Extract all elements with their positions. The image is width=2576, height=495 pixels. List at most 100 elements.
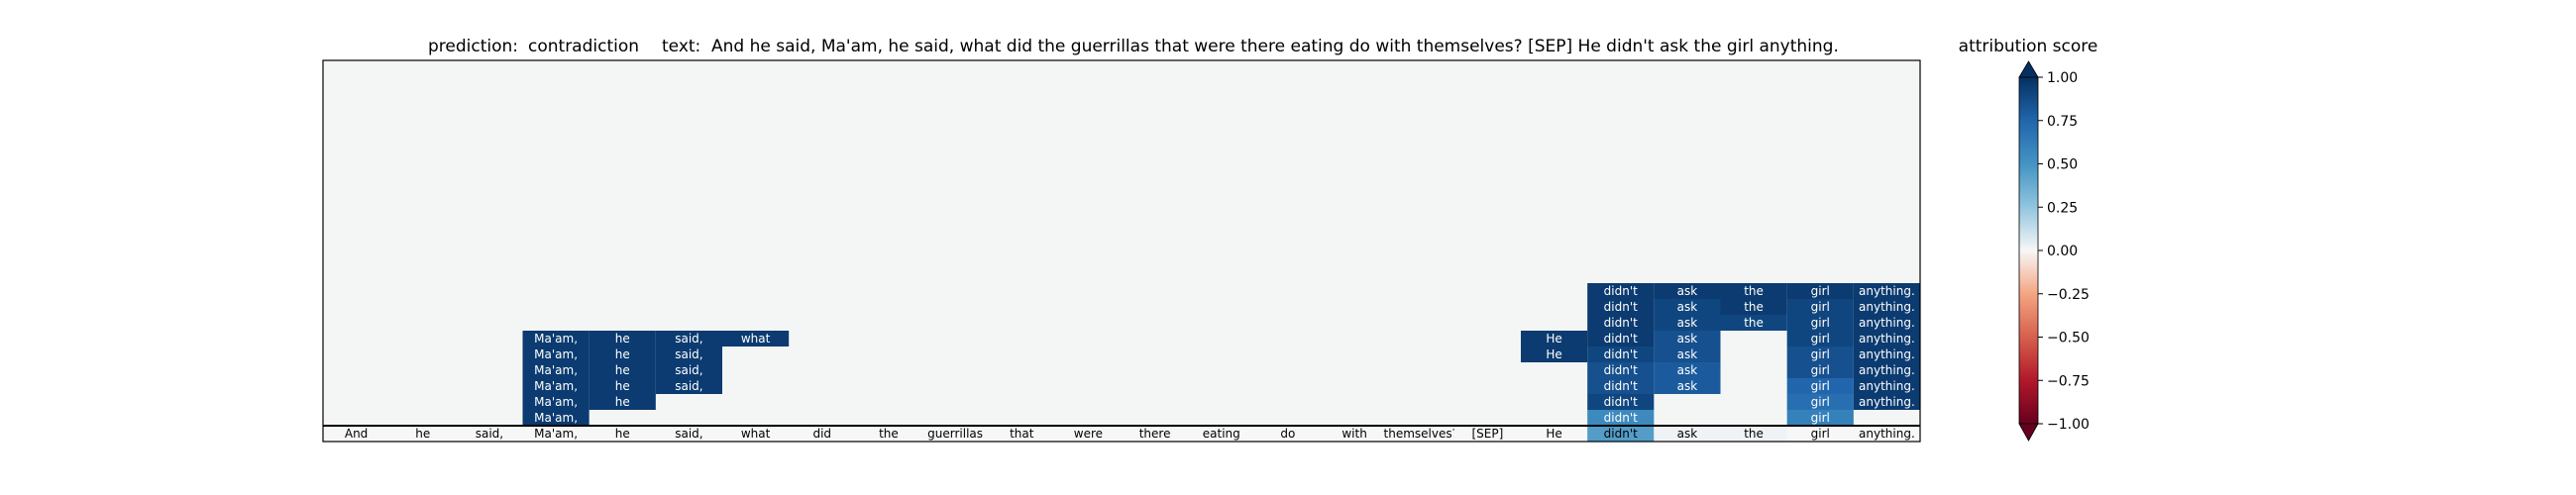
- attribution-cell: [589, 362, 656, 378]
- attribution-cell: [522, 362, 590, 378]
- attribution-cell-label: Ma'am,: [534, 395, 578, 409]
- attribution-cell: [1786, 410, 1854, 426]
- attribution-cell-label: said,: [675, 347, 702, 361]
- colorbar-title: attribution score: [1959, 37, 2098, 56]
- attribution-cell-label: ask: [1677, 379, 1698, 393]
- attribution-cell-label: Ma'am,: [534, 363, 578, 377]
- attribution-cell: [655, 362, 722, 378]
- heatmap-cells: And he said, Ma'am, he said, what did the guerril…: [323, 283, 1920, 442]
- token-cell-label: anything.: [1859, 427, 1915, 441]
- attribution-cell: [1853, 283, 1920, 299]
- colorbar-bottom-extension: [2018, 423, 2039, 442]
- token-cell: [1453, 426, 1521, 442]
- colorbar: 1.00 0.75 0.50 0.25 0.00 −0.25 −0.50 −0.75 −1.00: [2018, 60, 2090, 442]
- token-cell: [1122, 426, 1189, 442]
- colorbar-tick-label: 0.00: [2047, 244, 2078, 259]
- token-cell: [1054, 426, 1122, 442]
- token-cell-label: he: [415, 427, 430, 441]
- attribution-cell: [1786, 315, 1854, 331]
- token-cell-label: girl: [1811, 427, 1830, 441]
- token-cell-label: [SEP]: [1472, 427, 1504, 441]
- attribution-cell-label: girl: [1811, 395, 1830, 409]
- attribution-cell-label: said,: [675, 363, 702, 377]
- attribution-cell: [1853, 394, 1920, 410]
- attribution-cell: [1853, 331, 1920, 346]
- attribution-cell-label: anything.: [1859, 300, 1915, 314]
- text-value: And he said, Ma'am, he said, what did th…: [711, 37, 1839, 56]
- attribution-cell-label: ask: [1677, 284, 1698, 298]
- token-cell-label: did: [812, 427, 831, 441]
- token-cell-label: themselves?: [1384, 427, 1458, 441]
- attribution-cell-label: girl: [1811, 316, 1830, 330]
- attribution-cell: [1853, 299, 1920, 315]
- attribution-cell: [1853, 378, 1920, 394]
- token-cell: [921, 426, 989, 442]
- attribution-cell-label: girl: [1811, 284, 1830, 298]
- attribution-cell: [1654, 331, 1721, 346]
- attribution-cell: [522, 331, 590, 346]
- token-cell: [1786, 426, 1854, 442]
- attribution-cell: [1587, 378, 1655, 394]
- attribution-cell: [1853, 346, 1920, 362]
- token-cell-label: do: [1280, 427, 1295, 441]
- attribution-cell: [1720, 283, 1787, 299]
- token-cell-label: And: [345, 427, 368, 441]
- attribution-cell-label: the: [1744, 316, 1764, 330]
- attribution-cell-label: didn't: [1604, 347, 1638, 361]
- attribution-cell-label: the: [1744, 300, 1764, 314]
- attribution-cell: [589, 346, 656, 362]
- attribution-cell-label: ask: [1677, 347, 1698, 361]
- colorbar-tick-label: 0.75: [2047, 114, 2078, 130]
- attribution-cell-label: Ma'am,: [534, 411, 578, 425]
- attribution-cell-label: girl: [1811, 300, 1830, 314]
- attribution-cell: [655, 378, 722, 394]
- token-cell-label: that: [1010, 427, 1034, 441]
- attribution-cell-label: anything.: [1859, 363, 1915, 377]
- attribution-cell-label: He: [1546, 332, 1561, 346]
- attribution-cell-label: ask: [1677, 316, 1698, 330]
- token-cell: [1654, 426, 1721, 442]
- attribution-cell: [1786, 283, 1854, 299]
- token-cell: [1387, 426, 1454, 442]
- token-cell: [855, 426, 922, 442]
- attribution-cell-label: girl: [1811, 411, 1830, 425]
- attribution-cell: [1521, 331, 1588, 346]
- attribution-cell-label: didn't: [1604, 363, 1638, 377]
- attribution-cell: [1853, 315, 1920, 331]
- token-cell: [389, 426, 457, 442]
- token-cell: [1853, 426, 1920, 442]
- token-cell: [1188, 426, 1255, 442]
- attribution-cell-label: said,: [675, 379, 702, 393]
- token-cell-label: Ma'am,: [534, 427, 578, 441]
- attribution-cell-label: anything.: [1859, 316, 1915, 330]
- token-cell: [722, 426, 790, 442]
- attribution-cell: [1853, 362, 1920, 378]
- token-cell: [655, 426, 722, 442]
- token-cell: [1321, 426, 1388, 442]
- colorbar-tick-label: −0.75: [2047, 373, 2090, 389]
- attribution-cell-label: didn't: [1604, 411, 1638, 425]
- attribution-cell-label: ask: [1677, 300, 1698, 314]
- attribution-cell: [1587, 346, 1655, 362]
- colorbar-tick-label: −0.25: [2047, 287, 2090, 303]
- colorbar-tick-label: 0.50: [2047, 157, 2078, 173]
- attribution-cell-label: said,: [675, 332, 702, 346]
- token-cell: [1720, 426, 1787, 442]
- prediction-label: prediction:: [428, 37, 518, 56]
- attribution-cell-label: didn't: [1604, 284, 1638, 298]
- attribution-cell-label: what: [741, 332, 771, 346]
- token-cell-label: didn't: [1604, 427, 1638, 441]
- attribution-cell-label: anything.: [1859, 379, 1915, 393]
- attribution-cell: [1786, 394, 1854, 410]
- attribution-cell: [1587, 315, 1655, 331]
- attribution-cell: [522, 394, 590, 410]
- attribution-cell-label: He: [1546, 347, 1561, 361]
- attribution-cell: [1587, 410, 1655, 426]
- attribution-cell: [1654, 283, 1721, 299]
- heatmap-plot-area: And he said, Ma'am, he said, what did the guerril…: [322, 59, 1921, 443]
- attribution-cell-label: ask: [1677, 332, 1698, 346]
- attribution-cell-label: girl: [1811, 347, 1830, 361]
- token-cell-label: with: [1342, 427, 1366, 441]
- attribution-cell-label: Ma'am,: [534, 332, 578, 346]
